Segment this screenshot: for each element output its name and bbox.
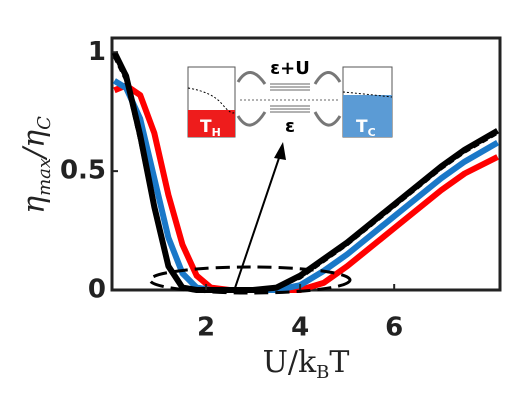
highlight-ellipse	[148, 265, 352, 295]
y-tick-label: 1	[88, 37, 106, 67]
cold-label: TC	[356, 117, 376, 139]
hot-t: T	[200, 117, 212, 137]
cold-t: T	[356, 117, 368, 137]
y-tick-label: 0	[88, 275, 106, 305]
arrow-head	[274, 142, 286, 160]
upper-level-label: ε+U	[270, 58, 310, 79]
series-line	[111, 50, 500, 293]
yl1: max	[34, 158, 55, 196]
x-tick-label: 4	[291, 313, 309, 343]
cold-sub: C	[368, 126, 376, 139]
cold-distribution	[342, 91, 393, 98]
yl0: η	[17, 196, 52, 214]
xl1: B	[316, 362, 329, 383]
hot-distribution	[187, 87, 236, 114]
xl0: U/k	[263, 345, 317, 380]
cold-fill	[343, 95, 392, 137]
lower-level-label: ε	[285, 116, 295, 137]
x-tick-label: 2	[197, 313, 215, 343]
series-line	[113, 82, 499, 293]
yl3: C	[34, 116, 55, 130]
series-line	[113, 56, 499, 292]
arrow	[234, 154, 281, 289]
x-tick-label: 6	[385, 313, 403, 343]
x-axis-label: U/kBT	[263, 345, 350, 383]
inset: ε+U ε TH TC	[187, 58, 393, 139]
y-axis-label: ηmax/ηC	[17, 116, 55, 214]
curves	[111, 50, 500, 293]
hot-fill	[188, 110, 235, 137]
xl2: T	[329, 345, 349, 380]
hot-sub: H	[212, 126, 221, 139]
hot-label: TH	[200, 117, 221, 139]
yl2: /η	[17, 130, 52, 161]
y-tick-label: 0.5	[60, 156, 106, 186]
